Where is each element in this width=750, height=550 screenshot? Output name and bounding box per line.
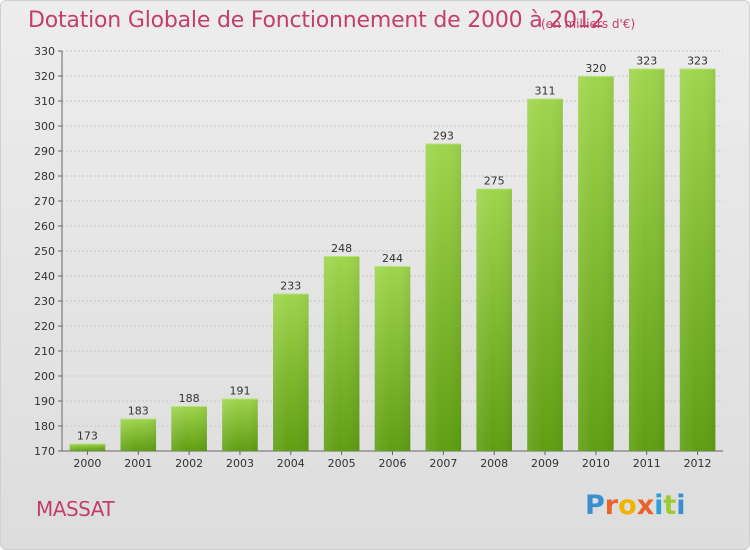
- y-tick-label: 240: [34, 270, 55, 283]
- x-tick-label-2011: 2011: [633, 457, 661, 470]
- x-tick-label-2006: 2006: [379, 457, 407, 470]
- x-tick-label-2005: 2005: [328, 457, 356, 470]
- x-tick-label-2009: 2009: [531, 457, 559, 470]
- chart-title: Dotation Globale de Fonctionnement de 20…: [28, 8, 605, 33]
- y-tick-label: 210: [34, 345, 55, 358]
- x-tick-label-2007: 2007: [429, 457, 457, 470]
- y-tick-label: 180: [34, 420, 55, 433]
- proxiti-logo-letter: P: [585, 490, 605, 521]
- value-label-2006: 244: [382, 252, 403, 265]
- bar-shine-2010: [578, 76, 614, 451]
- bar-shine-2003: [222, 398, 258, 451]
- x-tick-label-2000: 2000: [73, 457, 101, 470]
- y-tick-label: 290: [34, 145, 55, 158]
- value-label-2004: 233: [280, 280, 301, 293]
- value-label-2002: 188: [179, 392, 200, 405]
- value-label-2005: 248: [331, 242, 352, 255]
- bar-shine-2008: [476, 188, 512, 451]
- x-tick-label-2002: 2002: [175, 457, 203, 470]
- bar-shine-2012: [679, 68, 716, 451]
- value-label-2010: 320: [585, 62, 606, 75]
- y-tick-label: 220: [34, 320, 55, 333]
- y-tick-label: 310: [34, 95, 55, 108]
- commune-name: MASSAT: [36, 497, 115, 521]
- bar-shine-2004: [273, 293, 309, 451]
- value-label-2000: 173: [77, 430, 98, 443]
- y-tick-label: 200: [34, 370, 55, 383]
- x-tick-label-2012: 2012: [684, 457, 712, 470]
- y-tick-label: 280: [34, 170, 55, 183]
- bars: [69, 68, 716, 451]
- proxiti-logo-letter: i: [654, 490, 664, 521]
- value-label-2008: 275: [484, 175, 505, 188]
- x-tick-label-2008: 2008: [480, 457, 508, 470]
- y-tick-label: 250: [34, 245, 55, 258]
- value-label-2001: 183: [128, 405, 149, 418]
- bar-shine-2001: [120, 418, 157, 451]
- y-tick-label: 330: [34, 45, 55, 58]
- y-tick-label: 190: [34, 395, 55, 408]
- chart-unit-label: (en milliers d'€): [541, 17, 636, 31]
- value-label-2009: 311: [535, 85, 556, 98]
- x-tick-label-2003: 2003: [226, 457, 254, 470]
- y-tick-label: 260: [34, 220, 55, 233]
- value-label-2011: 323: [636, 55, 657, 68]
- proxiti-logo-letter: o: [618, 490, 637, 521]
- value-label-2007: 293: [433, 130, 454, 143]
- bar-shine-2009: [527, 98, 563, 451]
- y-tick-label: 320: [34, 70, 55, 83]
- proxiti-logo: Proxiti: [585, 490, 686, 521]
- bar-shine-2011: [628, 68, 665, 451]
- bar-shine-2007: [425, 143, 462, 451]
- y-tick-label: 270: [34, 195, 55, 208]
- proxiti-logo-letter: r: [604, 490, 619, 521]
- value-label-2003: 191: [229, 385, 250, 398]
- bar-shine-2006: [374, 266, 411, 451]
- proxiti-logo-letter: i: [676, 490, 686, 521]
- y-tick-label: 300: [34, 120, 55, 133]
- bar-shine-2000: [69, 443, 106, 451]
- bar-shine-2002: [171, 406, 207, 451]
- proxiti-logo-letter: x: [636, 490, 655, 521]
- x-tick-label-2001: 2001: [124, 457, 152, 470]
- value-label-2012: 323: [687, 55, 708, 68]
- value-labels: 173 183 188 191 233 248 244 293 275 311 320 323 323: [77, 55, 708, 443]
- x-tick-label-2004: 2004: [277, 457, 305, 470]
- bar-shine-2005: [323, 256, 360, 451]
- proxiti-logo-letter: t: [663, 490, 677, 521]
- x-tick-label-2010: 2010: [582, 457, 610, 470]
- y-tick-label: 230: [34, 295, 55, 308]
- y-tick-label: 170: [34, 445, 55, 458]
- axes: 170 180 190 200 210 220 230 240 250 260 270 280 290 3…: [34, 45, 723, 470]
